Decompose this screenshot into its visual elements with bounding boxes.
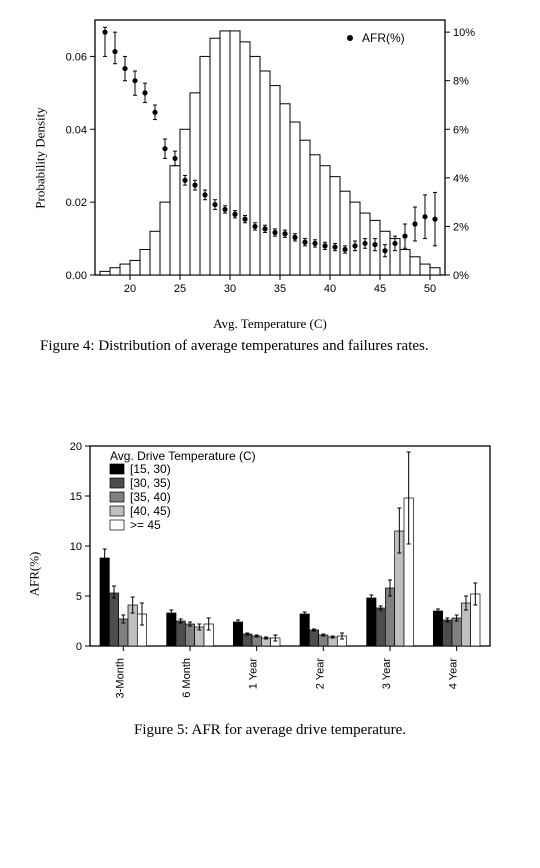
svg-text:3-Month: 3-Month	[114, 658, 126, 698]
svg-text:15: 15	[70, 491, 82, 503]
fig5-svg: 0 5 10 15 20 3-Month 6 Month 1 Year 2 Year 3 Year…	[40, 436, 500, 716]
svg-text:[15, 30): [15, 30)	[130, 462, 171, 476]
svg-text:[30, 35): [30, 35)	[130, 476, 171, 490]
svg-text:20: 20	[124, 283, 136, 295]
svg-text:0: 0	[76, 641, 82, 653]
fig5-y-label: AFR(%)	[26, 552, 42, 597]
fig4-plot-area: Probability Density 0.000.020.040.060%2%…	[40, 10, 500, 310]
svg-text:35: 35	[274, 283, 286, 295]
svg-text:3 Year: 3 Year	[381, 658, 393, 690]
fig4-caption: Figure 4: Distribution of average temper…	[0, 332, 540, 356]
svg-text:10%: 10%	[453, 27, 475, 39]
svg-text:2%: 2%	[453, 221, 469, 233]
svg-text:40: 40	[324, 283, 336, 295]
svg-text:>= 45: >= 45	[130, 518, 161, 532]
svg-text:0.02: 0.02	[66, 197, 87, 209]
figure-4: Probability Density 0.00 0.02 0.04 0.06 0% 2%…	[0, 0, 540, 366]
fig5-plot-area: AFR(%) 051015203-Month6 Month1 Year2 Yea…	[40, 436, 500, 716]
svg-text:[35, 40): [35, 40)	[130, 490, 171, 504]
svg-text:25: 25	[174, 283, 186, 295]
svg-text:6%: 6%	[453, 124, 469, 136]
svg-text:8%: 8%	[453, 76, 469, 88]
svg-text:50: 50	[424, 283, 436, 295]
svg-text:[40, 45): [40, 45)	[130, 504, 171, 518]
svg-text:4%: 4%	[453, 173, 469, 185]
fig5-caption: Figure 5: AFR for average drive temperat…	[0, 716, 540, 740]
svg-text:10: 10	[70, 541, 82, 553]
svg-text:0%: 0%	[453, 270, 469, 282]
fig4-y-left-label: Probability Density	[33, 107, 49, 208]
svg-text:AFR(%): AFR(%)	[362, 31, 405, 45]
svg-text:5: 5	[76, 591, 82, 603]
svg-text:6 Month: 6 Month	[181, 658, 193, 698]
fig4-x-label: Avg. Temperature (C)	[0, 310, 540, 332]
figure-5: AFR(%) 0 5 10 15 20 3-Month 6 Month 1 Year 2 Yea…	[0, 426, 540, 750]
svg-text:2 Year: 2 Year	[314, 658, 326, 690]
svg-text:4 Year: 4 Year	[448, 658, 460, 690]
svg-text:1 Year: 1 Year	[248, 658, 260, 690]
svg-text:0.00: 0.00	[66, 270, 87, 282]
svg-text:20: 20	[70, 441, 82, 453]
svg-text:0.06: 0.06	[66, 51, 87, 63]
fig4-svg: 0.00 0.02 0.04 0.06 0% 2% 4% 6% 8% 10% 20 25 30 35 40 4…	[40, 10, 500, 310]
svg-text:0.04: 0.04	[66, 124, 87, 136]
svg-text:45: 45	[374, 283, 386, 295]
svg-text:Avg. Drive Temperature (C): Avg. Drive Temperature (C)	[110, 449, 256, 463]
svg-text:30: 30	[224, 283, 236, 295]
